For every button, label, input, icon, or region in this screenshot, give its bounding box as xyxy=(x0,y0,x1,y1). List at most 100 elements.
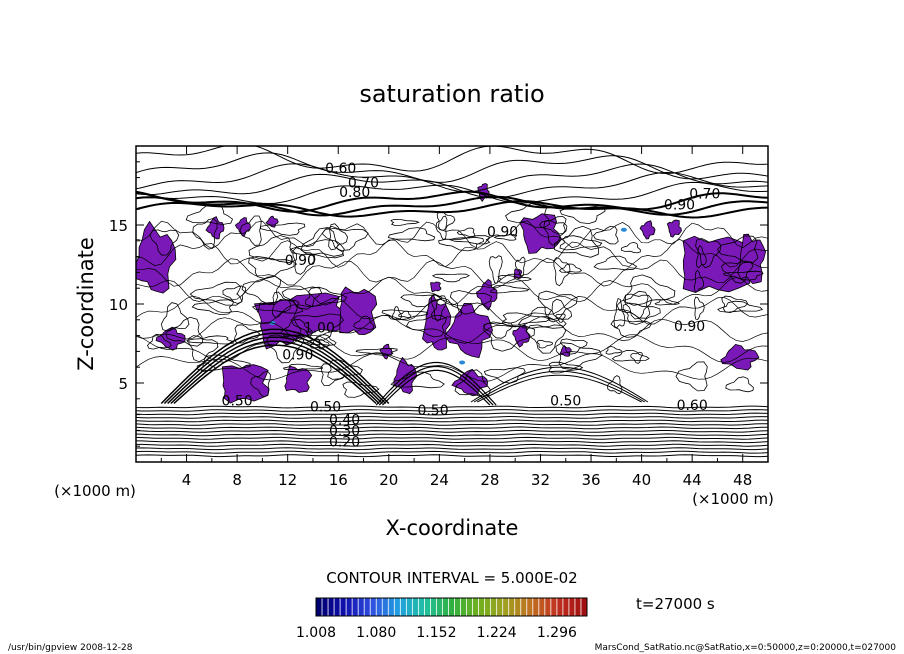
colorbar-swatch xyxy=(484,598,491,616)
contour-line xyxy=(233,324,260,344)
contour-line xyxy=(250,370,271,398)
contour-label: 0.50 xyxy=(417,403,448,419)
contour-line xyxy=(622,302,661,325)
colorbar-swatch xyxy=(550,598,557,616)
contour-label: 0.40 xyxy=(329,412,360,428)
contour-line xyxy=(160,328,390,405)
contour-line xyxy=(537,290,578,321)
contour-line xyxy=(560,338,588,355)
contour-line xyxy=(483,321,535,352)
contour-labels: 0.600.700.80 0.700.900.900.901.000.900.90… xyxy=(222,161,721,450)
contour-line xyxy=(654,299,680,306)
y-axis-label: Z-coordinate xyxy=(74,237,98,371)
contour-line xyxy=(449,290,492,315)
contour-line xyxy=(515,256,526,278)
contour-line xyxy=(431,273,470,283)
contour-line xyxy=(470,366,649,403)
contour-line xyxy=(304,286,348,307)
contour-line xyxy=(449,235,491,245)
x-axis-ticks: 4 8 12 16 20 24 28 32 36 40 44 48 xyxy=(160,146,752,489)
time-label: t=27000 s xyxy=(636,595,715,613)
contour-line xyxy=(136,450,768,454)
contour-line xyxy=(623,293,653,320)
contour-line xyxy=(621,241,641,254)
contour-line xyxy=(501,312,551,326)
x-tick-label: 24 xyxy=(430,471,449,489)
contour-line xyxy=(136,447,768,451)
contour-line xyxy=(192,217,218,250)
contour-line xyxy=(271,291,292,318)
contour-label: 1.00 xyxy=(304,321,335,337)
contour-line xyxy=(136,412,768,416)
y-axis-ticks: 5 10 15 xyxy=(109,161,768,447)
contour-line xyxy=(613,297,626,329)
contour-line xyxy=(342,381,380,398)
contour-line xyxy=(483,367,526,384)
contour-line xyxy=(378,365,494,406)
colorbar-swatch xyxy=(412,598,419,616)
contour-line xyxy=(136,426,768,430)
colorbar-swatch xyxy=(574,598,581,616)
contour-line xyxy=(435,215,448,241)
colorbar-swatch xyxy=(406,598,413,616)
contour-line xyxy=(553,225,600,258)
colorbar-swatch xyxy=(430,598,437,616)
contour-line xyxy=(321,228,369,251)
contour-line xyxy=(136,314,768,344)
contour-line xyxy=(136,195,768,217)
colorbar-swatch xyxy=(448,598,455,616)
contour-line xyxy=(136,238,768,268)
contour-line xyxy=(170,340,380,405)
contour-line xyxy=(381,309,429,321)
contour-line xyxy=(353,315,375,331)
x-tick-label: 16 xyxy=(329,471,348,489)
y-tick-label: 5 xyxy=(118,375,128,393)
contour-line xyxy=(136,415,768,419)
colorbar-label: 1.296 xyxy=(537,625,577,641)
contour-line xyxy=(490,284,530,294)
contour-line xyxy=(136,295,768,325)
contour-line xyxy=(694,269,704,293)
x-tick-label: 12 xyxy=(278,471,297,489)
contour-line xyxy=(553,257,571,287)
contour-label: 0.90 xyxy=(282,348,313,364)
colorbar-swatch xyxy=(394,598,401,616)
contour-line xyxy=(504,201,551,229)
colorbar-swatch xyxy=(502,598,509,616)
contour-line xyxy=(136,440,768,444)
contour-line xyxy=(320,363,346,387)
colorbar-swatch xyxy=(496,598,503,616)
supersaturation-region xyxy=(513,268,523,280)
colorbar-labels: 1.008 1.080 1.152 1.224 1.296 xyxy=(296,625,577,641)
contour-line xyxy=(136,163,768,193)
x-tick-label: 48 xyxy=(733,471,752,489)
contour-label: 0.70 xyxy=(689,186,720,202)
contour-line xyxy=(387,227,436,242)
contour-line xyxy=(605,346,622,355)
contour-line xyxy=(136,171,768,199)
contour-line xyxy=(160,302,190,332)
contour-line xyxy=(390,371,445,389)
contour-line xyxy=(723,270,764,281)
contour-line xyxy=(136,436,768,440)
contour-line xyxy=(543,219,568,246)
contour-label: 0.90 xyxy=(674,319,705,335)
contour-line xyxy=(318,339,330,350)
contour-label: 0.90 xyxy=(487,224,518,240)
x-tick-label: 40 xyxy=(632,471,651,489)
colorbar-swatch xyxy=(544,598,551,616)
footer-left: /usr/bin/gpview 2008-12-28 xyxy=(8,643,133,653)
contour-line xyxy=(607,375,623,395)
contour-line xyxy=(536,339,553,349)
contour-line xyxy=(675,361,708,392)
colorbar-swatch xyxy=(580,598,587,616)
contour-line xyxy=(136,257,768,287)
supersaturation-region xyxy=(155,326,186,351)
colorbar-label: 1.224 xyxy=(477,625,517,641)
contour-label: 0.80 xyxy=(339,185,370,201)
contour-line xyxy=(391,306,403,321)
contour-line xyxy=(136,423,768,426)
x-unit-left: (×1000 m) xyxy=(54,482,136,500)
colorbar-swatch xyxy=(532,598,539,616)
